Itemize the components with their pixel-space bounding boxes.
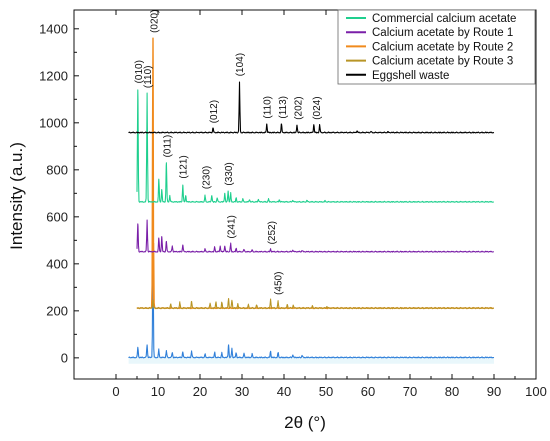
series-line-5 — [128, 253, 495, 359]
legend: Commercial calcium acetate Calcium acetat… — [337, 9, 536, 85]
legend-label: Eggshell waste — [372, 70, 449, 82]
y-axis: 0 200 400 600 800 1000 1200 1400 — [39, 21, 79, 365]
y-tick-label: 200 — [46, 303, 68, 318]
peak-label: (110) — [143, 65, 154, 88]
peak-label: (330) — [224, 162, 235, 185]
x-tick-label: 70 — [403, 384, 417, 399]
legend-label: Calcium acetate by Route 1 — [372, 27, 513, 39]
x-tick-label: 80 — [445, 384, 459, 399]
x-tick-label: 10 — [151, 384, 165, 399]
peak-label: (110) — [263, 96, 274, 119]
y-tick-label: 1400 — [39, 21, 68, 36]
x-tick-label: 30 — [235, 384, 249, 399]
x-axis-title: 2θ (°) — [284, 413, 326, 432]
y-tick-label: 600 — [46, 209, 68, 224]
series-line-1 — [136, 219, 495, 253]
peak-annotations: (010)(110)(020)(011)(121) (230) (330)(012)… — [134, 10, 323, 295]
peak-label: (241) — [227, 215, 238, 238]
peak-label: (011) — [163, 135, 174, 158]
series-layer — [128, 37, 495, 364]
series-line-3 — [136, 298, 495, 310]
peak-label: (010) — [134, 60, 145, 83]
x-tick-label: 0 — [112, 384, 119, 399]
x-tick-label: 60 — [361, 384, 375, 399]
legend-label: Commercial calcium acetate — [372, 13, 516, 25]
y-tick-label: 0 — [61, 350, 68, 365]
x-tick-label: 40 — [277, 384, 291, 399]
y-tick-label: 1000 — [39, 115, 68, 130]
legend-label: Calcium acetate by Route 2 — [372, 41, 513, 53]
peak-label: (104) — [235, 53, 246, 76]
x-tick-label: 90 — [487, 384, 501, 399]
x-tick-label: 20 — [193, 384, 207, 399]
peak-label: (012) — [209, 100, 220, 123]
peak-label: (202) — [293, 96, 304, 119]
peak-label: (121) — [179, 155, 190, 178]
y-tick-label: 1200 — [39, 68, 68, 83]
peak-label: (113) — [278, 96, 289, 119]
x-tick-label: 100 — [525, 384, 547, 399]
series-line-0 — [136, 89, 495, 203]
y-axis-title: Intensity (a.u.) — [7, 142, 26, 250]
peak-label: (024) — [312, 96, 323, 119]
peak-label: (230) — [201, 166, 212, 189]
y-tick-label: 800 — [46, 162, 68, 177]
series-line-4 — [128, 81, 495, 134]
peak-label: (252) — [267, 221, 278, 244]
peak-label: (020) — [149, 10, 160, 33]
legend-box — [337, 9, 536, 85]
x-tick-label: 50 — [319, 384, 333, 399]
x-axis: 0 10 20 30 40 50 60 70 80 90 100 — [112, 10, 547, 399]
legend-label: Calcium acetate by Route 3 — [372, 56, 513, 68]
peak-label: (450) — [274, 272, 285, 295]
y-tick-label: 400 — [46, 256, 68, 271]
series-fill — [128, 254, 494, 364]
